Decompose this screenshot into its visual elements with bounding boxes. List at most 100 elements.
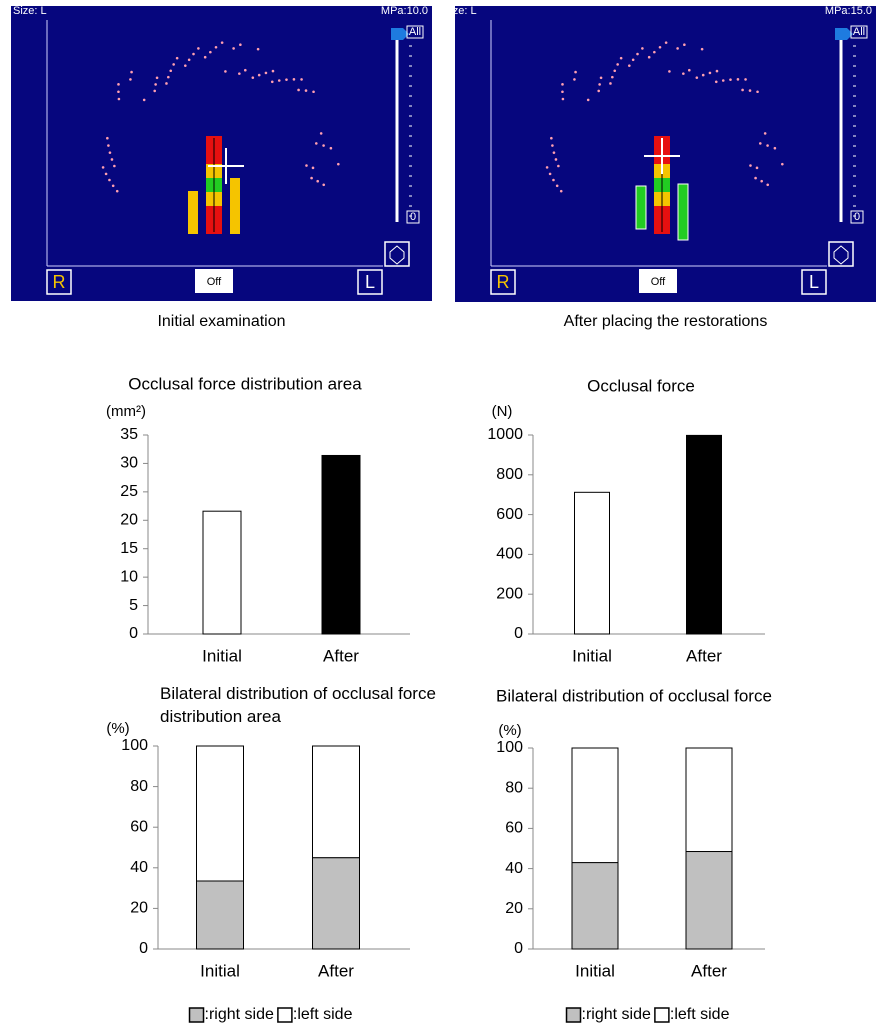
contact-point xyxy=(696,76,699,79)
contact-point xyxy=(701,48,704,51)
side-bar xyxy=(230,178,240,234)
contact-point xyxy=(598,83,601,86)
bar xyxy=(575,492,610,634)
contact-point xyxy=(764,132,767,135)
contact-point xyxy=(154,83,157,86)
legend-label: :right side xyxy=(205,1006,274,1023)
x-tick-label: Initial xyxy=(575,961,615,980)
size-label: Size: L xyxy=(443,5,477,17)
contact-point xyxy=(176,57,179,60)
contact-point xyxy=(561,83,564,86)
contact-point xyxy=(659,46,662,49)
contact-point xyxy=(129,78,132,81)
bar xyxy=(203,511,241,634)
legend-swatch xyxy=(567,1008,581,1022)
screen: Size: LMPa:15.0All0RLOff xyxy=(443,5,876,302)
chart: Bilateral distribution of occlusal force… xyxy=(496,686,772,1023)
chart-title: Occlusal force xyxy=(587,376,695,395)
contact-point xyxy=(184,64,187,67)
off-label: Off xyxy=(207,276,222,288)
contact-point xyxy=(628,64,631,67)
contact-point xyxy=(337,163,340,166)
y-tick-label: 15 xyxy=(120,540,138,557)
contact-point xyxy=(553,151,556,154)
contact-point xyxy=(330,147,333,150)
contact-point xyxy=(549,173,552,176)
y-tick-label: 100 xyxy=(121,737,148,754)
chart-title: Bilateral distribution of occlusal force xyxy=(496,686,772,705)
y-axis-label: (N) xyxy=(492,403,513,420)
contact-point xyxy=(265,72,268,75)
contact-point xyxy=(715,80,718,83)
bar-segment xyxy=(686,852,732,949)
bar xyxy=(322,455,360,634)
y-tick-label: 800 xyxy=(496,466,523,483)
contact-point xyxy=(102,166,105,169)
contact-point xyxy=(613,69,616,72)
contact-point xyxy=(741,89,744,92)
contact-point xyxy=(316,180,319,183)
contact-point xyxy=(172,63,175,66)
contact-point xyxy=(749,89,752,92)
contact-point xyxy=(106,137,109,140)
contact-point xyxy=(239,43,242,46)
contact-point xyxy=(221,41,224,44)
title-line: Bilateral distribution of occlusal force xyxy=(160,684,436,703)
all-label: All xyxy=(409,26,421,38)
left-label: L xyxy=(365,272,375,292)
contact-point xyxy=(204,56,207,59)
contact-point xyxy=(232,47,235,50)
contact-point xyxy=(107,144,110,147)
contact-point xyxy=(167,76,170,79)
contact-point xyxy=(641,47,644,50)
contact-point xyxy=(117,83,120,86)
y-tick-label: 25 xyxy=(120,483,138,500)
contact-point xyxy=(754,177,757,180)
legend-label: :left side xyxy=(293,1006,353,1023)
contact-point xyxy=(546,166,549,169)
contact-point xyxy=(153,90,156,93)
y-axis-label: (mm²) xyxy=(106,403,146,420)
legend-label: :left side xyxy=(670,1006,730,1023)
y-tick-label: 10 xyxy=(120,568,138,585)
bar-segment xyxy=(313,858,360,949)
contact-point xyxy=(130,71,133,74)
y-tick-label: 1000 xyxy=(487,426,523,443)
legend: :right side:left side xyxy=(567,1006,730,1023)
contact-point xyxy=(676,47,679,50)
contact-point xyxy=(257,48,260,51)
contact-point xyxy=(238,72,241,75)
contact-point xyxy=(165,82,168,85)
y-tick-label: 0 xyxy=(129,625,138,642)
contact-point xyxy=(244,69,247,72)
contact-point xyxy=(224,70,227,73)
y-axis-label: (%) xyxy=(106,720,129,737)
y-tick-label: 0 xyxy=(514,940,523,957)
contact-point xyxy=(781,163,784,166)
contact-point xyxy=(561,90,564,93)
bar-segment xyxy=(197,881,244,949)
contact-point xyxy=(112,184,115,187)
contact-point xyxy=(716,70,719,73)
contact-point xyxy=(300,78,303,81)
contact-point xyxy=(297,89,300,92)
contact-point xyxy=(109,151,112,154)
x-tick-label: Initial xyxy=(572,646,612,665)
contact-point xyxy=(749,164,752,167)
contact-point xyxy=(665,41,668,44)
contact-point xyxy=(683,43,686,46)
contact-point xyxy=(744,78,747,81)
contact-point xyxy=(552,179,555,182)
contact-point xyxy=(620,57,623,60)
contact-point xyxy=(682,72,685,75)
y-tick-label: 5 xyxy=(129,597,138,614)
side-bar xyxy=(636,186,646,229)
contact-point xyxy=(636,53,639,56)
contact-point xyxy=(312,167,315,170)
contact-point xyxy=(278,79,281,82)
contact-point xyxy=(117,90,120,93)
bar-segment xyxy=(572,748,618,863)
y-tick-label: 400 xyxy=(496,546,523,563)
